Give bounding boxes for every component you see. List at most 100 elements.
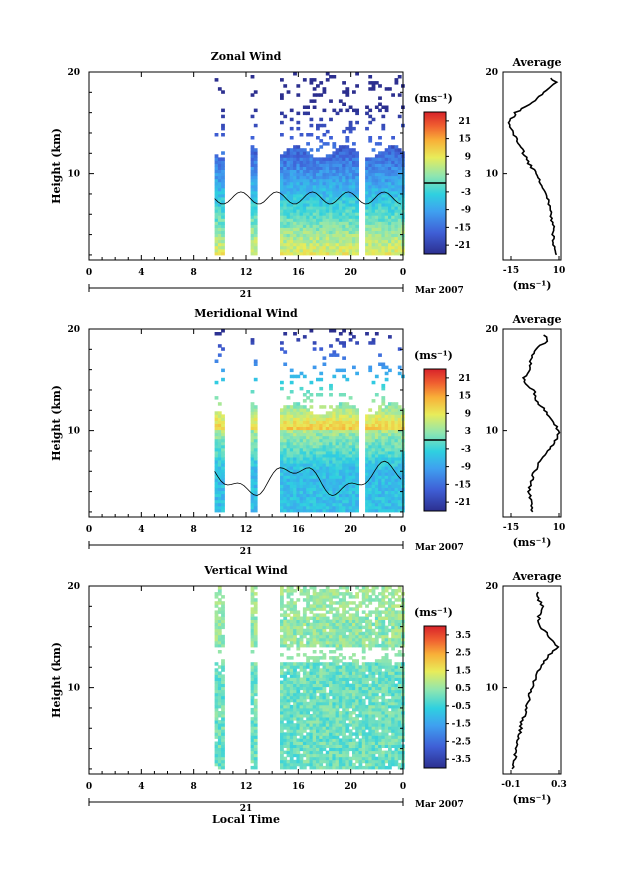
heatmap-cell bbox=[374, 105, 379, 109]
heatmap-cell bbox=[280, 133, 284, 137]
heatmap-cell bbox=[289, 610, 294, 614]
heatmap-cell bbox=[384, 184, 389, 189]
heatmap-cell bbox=[289, 151, 294, 155]
heatmap-cell bbox=[296, 493, 301, 498]
heatmap-cell bbox=[302, 683, 307, 688]
heatmap-cell bbox=[293, 628, 297, 633]
heatmap-cell bbox=[384, 248, 389, 253]
heatmap-cell bbox=[296, 741, 301, 745]
heatmap-cell bbox=[358, 604, 363, 608]
heatmap-cell bbox=[306, 686, 310, 691]
heatmap-cell bbox=[381, 212, 386, 216]
heatmap-cell bbox=[253, 619, 258, 623]
heatmap-cell bbox=[283, 227, 288, 231]
heatmap-cell bbox=[365, 242, 369, 247]
heatmap-cell bbox=[371, 221, 376, 225]
heatmap-cell bbox=[329, 698, 333, 703]
heatmap-cell bbox=[332, 628, 337, 633]
heatmap-cell bbox=[355, 163, 359, 167]
heatmap-cell bbox=[365, 178, 369, 183]
heatmap-cell bbox=[332, 193, 337, 198]
heatmap-cell bbox=[250, 187, 255, 192]
heatmap-cell bbox=[342, 374, 346, 379]
heatmap-cell bbox=[280, 487, 284, 491]
heatmap-cell bbox=[280, 668, 284, 672]
heatmap-cell bbox=[365, 695, 369, 700]
heatmap-cell bbox=[384, 432, 389, 437]
heatmap-cell bbox=[221, 595, 225, 599]
heatmap-cell bbox=[283, 218, 288, 222]
heatmap-cell bbox=[214, 215, 219, 219]
heatmap-cell bbox=[319, 393, 324, 397]
heatmap-cell bbox=[253, 707, 258, 712]
heatmap-cell bbox=[221, 221, 225, 225]
heatmap-cell bbox=[358, 720, 363, 724]
heatmap-cell bbox=[394, 405, 399, 409]
heatmap-cell bbox=[338, 732, 343, 736]
heatmap-cell bbox=[309, 656, 314, 660]
heatmap-cell bbox=[253, 640, 258, 645]
heatmap-cell bbox=[296, 490, 301, 495]
heatmap-cell bbox=[280, 450, 284, 455]
heatmap-cell bbox=[329, 154, 333, 158]
heatmap-cell bbox=[309, 762, 314, 767]
heatmap-cell bbox=[309, 441, 314, 446]
heatmap-cell bbox=[250, 665, 255, 669]
heatmap-cell bbox=[250, 209, 255, 213]
heatmap-cell bbox=[299, 438, 304, 443]
heatmap-cell bbox=[329, 765, 333, 770]
heatmap-cell bbox=[368, 438, 373, 443]
heatmap-cell bbox=[345, 677, 350, 681]
heatmap-cell bbox=[319, 209, 324, 213]
heatmap-cell bbox=[306, 197, 310, 201]
heatmap-cell bbox=[365, 193, 369, 198]
heatmap-cell bbox=[391, 166, 395, 170]
heatmap-cell bbox=[371, 236, 376, 241]
heatmap-cell bbox=[306, 481, 310, 485]
heatmap-cell bbox=[338, 248, 343, 253]
heatmap-cell bbox=[365, 686, 369, 691]
heatmap-cell bbox=[365, 741, 369, 745]
heatmap-cell bbox=[355, 175, 359, 180]
heatmap-cell bbox=[280, 640, 284, 645]
heatmap-cell bbox=[352, 720, 356, 724]
heatmap-cell bbox=[296, 417, 301, 421]
heatmap-cell bbox=[316, 756, 320, 761]
heatmap-cell bbox=[378, 212, 382, 216]
heatmap-cell bbox=[374, 187, 379, 192]
heatmap-cell bbox=[335, 671, 340, 675]
heatmap-cell bbox=[348, 463, 353, 467]
heatmap-cell bbox=[374, 236, 379, 241]
colorbar-tick-label: -3 bbox=[461, 445, 471, 455]
heatmap-cell bbox=[345, 215, 350, 219]
heatmap-cell bbox=[335, 592, 340, 596]
heatmap-cell bbox=[371, 454, 376, 458]
heatmap-cell bbox=[352, 251, 356, 256]
heatmap-cell bbox=[299, 190, 304, 195]
heatmap-cell bbox=[365, 496, 369, 501]
heatmap-cell bbox=[283, 735, 288, 739]
heatmap-cell bbox=[316, 423, 320, 427]
heatmap-cell bbox=[293, 423, 297, 427]
heatmap-cell bbox=[394, 457, 399, 461]
heatmap-cell bbox=[352, 411, 356, 415]
heatmap-cell bbox=[329, 631, 333, 636]
heatmap-cell bbox=[221, 190, 225, 195]
heatmap-cell bbox=[394, 499, 399, 504]
heatmap-cell bbox=[335, 423, 340, 427]
heatmap-cell bbox=[397, 160, 402, 164]
heatmap-cell bbox=[280, 93, 284, 97]
heatmap-cell bbox=[253, 631, 258, 636]
heatmap-cell bbox=[355, 604, 359, 608]
heatmap-cell bbox=[355, 160, 359, 164]
heatmap-cell bbox=[253, 689, 258, 694]
heatmap-cell bbox=[306, 193, 310, 198]
heatmap-cell bbox=[302, 414, 307, 418]
heatmap-cell bbox=[306, 592, 310, 596]
heatmap-cell bbox=[329, 184, 333, 189]
heatmap-cell bbox=[280, 157, 284, 161]
heatmap-cell bbox=[361, 631, 366, 636]
heatmap-cell bbox=[286, 472, 291, 476]
heatmap-cell bbox=[217, 496, 222, 501]
heatmap-cell bbox=[312, 441, 317, 446]
